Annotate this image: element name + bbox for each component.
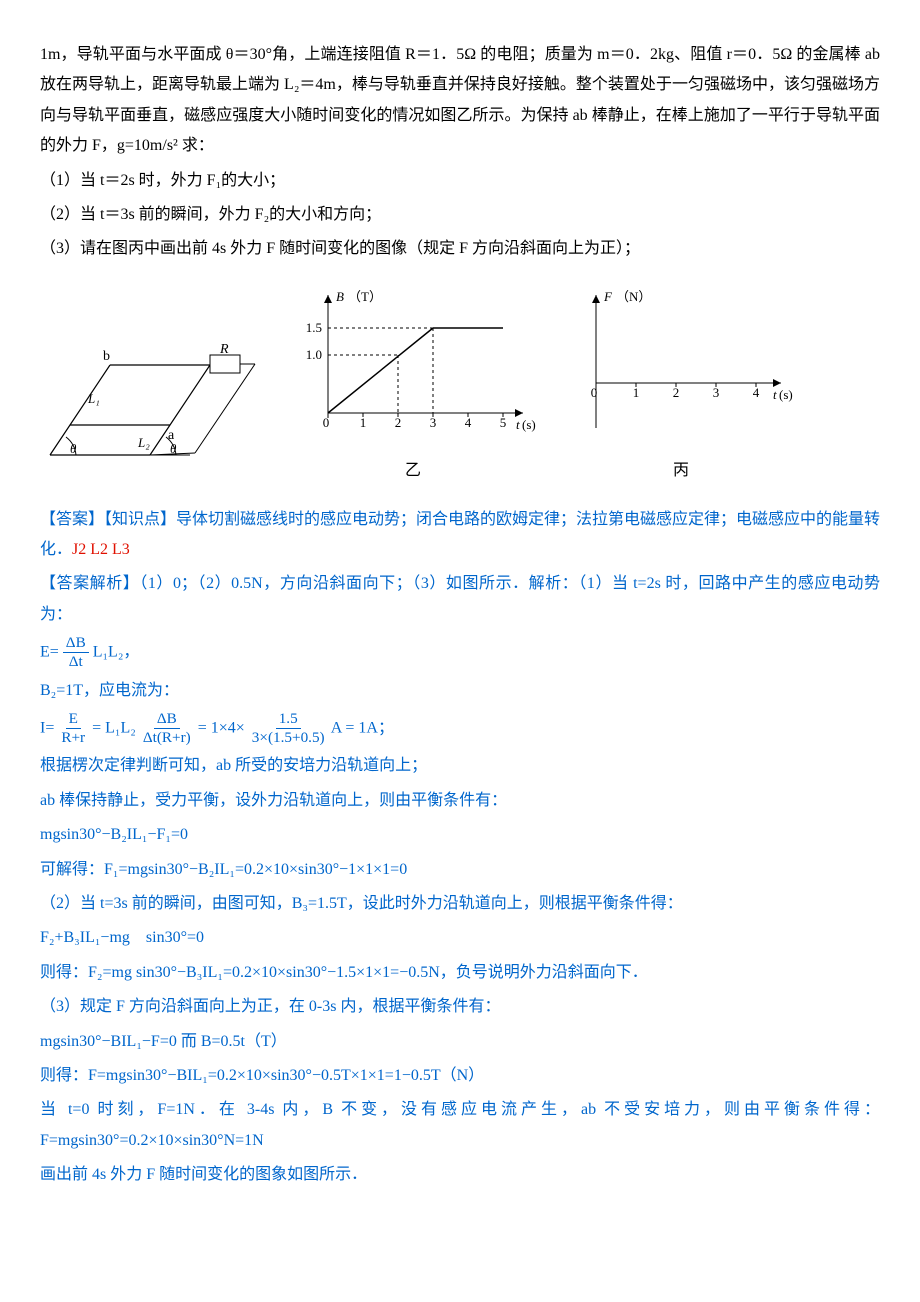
svg-text:1: 1 [633,385,640,400]
answer-line-1: 【答案解析】（1）0；（2）0.5N，方向沿斜面向下；（3）如图所示．解析：（1… [40,569,880,630]
answer-line-14: 画出前 4s 外力 F 随时间变化的图象如图所示． [40,1160,880,1190]
caption-yi: 乙 [288,456,538,486]
svg-text:2: 2 [395,415,402,430]
label-b: b [103,349,110,364]
answer-line-9: 则得：F₂=mg sin30°−B₃IL₁=0.2×10×sin30°−1.5×… [40,958,880,988]
answer-line-2: B₂=1T，应电流为： [40,676,880,706]
eq2-f2d: Δt(R+r) [140,729,194,747]
svg-text:(s): (s) [522,417,536,432]
svg-text:1: 1 [360,415,367,430]
answer-line-13: 当 t=0 时刻，F=1N．在 3-4s 内，B 不变，没有感应电流产生，ab … [40,1095,880,1156]
equation-current: I= ER+r = L₁L₂ ΔBΔt(R+r) = 1×4× 1.53×(1.… [40,710,880,747]
question-2: （2）当 t＝3s 前的瞬间，外力 F₂的大小和方向； [40,200,880,230]
label-theta-2: θ [170,441,177,456]
eq2-f1d: R+r [58,729,88,747]
svg-text:0: 0 [591,385,598,400]
answer-codes: J2 L2 L3 [72,541,130,558]
svg-text:4: 4 [465,415,472,430]
question-1: （1）当 t＝2s 时，外力 F₁的大小； [40,166,880,196]
svg-text:F: F [603,289,613,304]
eq2-mid1: = L₁L₂ [92,719,136,736]
svg-text:(s): (s) [779,387,793,402]
eq2-rhs: A = 1A； [331,719,394,736]
label-L1: L₁ [87,391,100,406]
label-theta-1: θ [70,441,77,456]
svg-text:（N）: （N） [616,289,651,304]
eq2-mid2: = 1×4× [198,719,245,736]
eq2-f1n: E [66,710,81,729]
svg-text:1.0: 1.0 [306,347,322,362]
figure-inclined-rails: b a R L₁ L₂ θ θ [40,325,260,486]
answer-line-5: mgsin30°−B₂IL₁−F₁=0 [40,820,880,850]
svg-text:1.5: 1.5 [306,320,322,335]
eq2-f3n: 1.5 [276,710,301,729]
equation-emf: E= ΔBΔt L₁L₂， [40,634,880,671]
figure-F-t-graph: 0 1 2 3 4 t(s) F（N） 丙 [566,283,796,487]
eq1-lhs: E= [40,643,59,660]
eq1-num: ΔB [63,634,89,653]
figure-row: b a R L₁ L₂ θ θ 0 1 2 3 4 5 t(s) [40,283,880,487]
svg-text:0: 0 [323,415,330,430]
answer-line-11: mgsin30°−BIL₁−F=0 而 B=0.5t（T） [40,1027,880,1057]
answer-line-3: 根据楞次定律判断可知，ab 所受的安培力沿轨道向上； [40,751,880,781]
figure-B-t-graph: 0 1 2 3 4 5 t(s) 1.0 1.5 B （T） 乙 [288,283,538,487]
answer-line-12: 则得：F=mgsin30°−BIL₁=0.2×10×sin30°−0.5T×1×… [40,1061,880,1091]
eq2-f2n: ΔB [154,710,180,729]
eq2-f3d: 3×(1.5+0.5) [249,729,328,747]
answer-line-6: 可解得：F₁=mgsin30°−B₂IL₁=0.2×10×sin30°−1×1×… [40,855,880,885]
eq2-lhs: I= [40,719,54,736]
paragraph-intro: 1m，导轨平面与水平面成 θ＝30°角，上端连接阻值 R＝1．5Ω 的电阻；质量… [40,40,880,162]
eq1-den: Δt [66,653,86,671]
svg-text:（T）: （T） [348,289,382,304]
svg-text:2: 2 [673,385,680,400]
svg-text:t: t [773,387,777,402]
svg-text:3: 3 [713,385,720,400]
answer-line-8: F₂+B₃IL₁−mg sin30°=0 [40,923,880,953]
svg-text:B: B [336,289,344,304]
eq1-rhs: L₁L₂， [93,643,140,660]
svg-text:5: 5 [500,415,507,430]
answer-head: 【答案】【知识点】导体切割磁感线时的感应电动势；闭合电路的欧姆定律；法拉第电磁感… [40,511,880,558]
svg-text:4: 4 [753,385,760,400]
question-3: （3）请在图丙中画出前 4s 外力 F 随时间变化的图像（规定 F 方向沿斜面向… [40,234,880,264]
answer-line-7: （2）当 t=3s 前的瞬间，由图可知，B₃=1.5T，设此时外力沿轨道向上，则… [40,889,880,919]
answer-line-10: （3）规定 F 方向沿斜面向上为正，在 0-3s 内，根据平衡条件有： [40,992,880,1022]
label-L2: L₂ [137,435,150,450]
svg-text:t: t [516,417,520,432]
answer-knowledge: 【答案】【知识点】导体切割磁感线时的感应电动势；闭合电路的欧姆定律；法拉第电磁感… [40,505,880,566]
svg-text:3: 3 [430,415,437,430]
caption-bing: 丙 [566,456,796,486]
answer-line-4: ab 棒保持静止，受力平衡，设外力沿轨道向上，则由平衡条件有： [40,786,880,816]
label-R: R [219,342,229,357]
